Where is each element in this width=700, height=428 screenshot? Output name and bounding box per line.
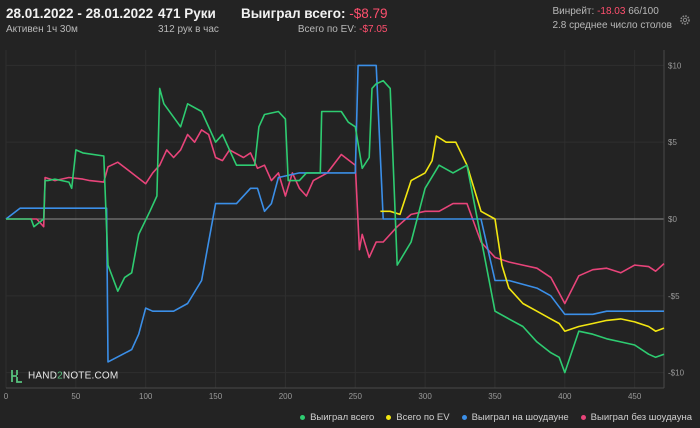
won-total: Выиграл всего: -$8.79	[241, 6, 388, 21]
legend: Выиграл всего Всего по EV Выиграл на шоуда…	[288, 412, 692, 423]
x-tick-label: 200	[279, 392, 293, 401]
avg-tables: 2.8 среднее число столов	[552, 20, 672, 31]
series-line-0	[6, 79, 665, 374]
chart-grid	[5, 50, 664, 388]
series-line-1	[380, 135, 665, 332]
won-total-value: -$8.79	[349, 6, 388, 21]
legend-dot-icon	[580, 414, 586, 420]
winrate: Винрейт: -18.03 66/100	[552, 6, 672, 17]
y-tick-label: $0	[668, 215, 677, 224]
hand2note-logo: HAND2NOTE.COM	[10, 369, 118, 383]
date-range[interactable]: 28.01.2022 - 28.01.2022	[6, 6, 154, 21]
legend-dot-icon	[300, 414, 306, 420]
hands-count: 471 Руки	[158, 6, 216, 21]
series-line-3	[6, 129, 665, 305]
chart-axes: 0 50 100 150 200 250 300 350 400 450 $10 $5 $0 -$5 -$1…	[4, 50, 685, 401]
winrate-value: -18.03	[597, 6, 626, 17]
active-time: Активен 1ч 30м	[6, 24, 78, 35]
ev-total-label: Всего по EV:	[297, 24, 357, 35]
ev-total-value: -$7.05	[359, 24, 388, 35]
date-block: 28.01.2022 - 28.01.2022 Активен 1ч 30м	[6, 6, 153, 35]
hand2note-logo-icon	[10, 369, 24, 383]
logo-suffix: NOTE.COM	[62, 370, 119, 382]
y-tick-label: $5	[668, 138, 677, 147]
x-tick-label: 100	[139, 392, 153, 401]
y-tick-label: $10	[668, 61, 682, 70]
winrate-label: Винрейт:	[552, 6, 595, 17]
won-total-label: Выиграл всего:	[241, 6, 346, 21]
x-tick-label: 400	[558, 392, 572, 401]
x-tick-label: 150	[209, 392, 223, 401]
legend-label: Всего по EV	[396, 412, 450, 423]
x-tick-label: 450	[628, 392, 642, 401]
legend-label: Выиграл без шоудауна	[590, 412, 692, 423]
ev-total: Всего по EV: -$7.05	[241, 24, 388, 35]
legend-item-3[interactable]: Выиграл без шоудауна	[580, 412, 692, 423]
y-tick-label: -$10	[668, 369, 685, 378]
x-tick-label: 350	[488, 392, 502, 401]
legend-item-0[interactable]: Выиграл всего	[300, 412, 374, 423]
logo-mid: 2	[57, 370, 63, 382]
y-tick-label: -$5	[668, 292, 680, 301]
winrate-block: Винрейт: -18.03 66/100 2.8 среднее число…	[552, 6, 672, 31]
hands-per-hour: 312 рук в час	[158, 24, 219, 35]
winrate-unit: 66/100	[628, 6, 659, 17]
x-tick-label: 250	[349, 392, 363, 401]
gear-icon[interactable]	[679, 14, 691, 26]
hands-block: 471 Руки 312 рук в час	[158, 6, 219, 35]
winnings-block: Выиграл всего: -$8.79 Всего по EV: -$7.0…	[241, 6, 388, 35]
logo-prefix: HAND	[28, 370, 58, 382]
legend-label: Выиграл всего	[310, 412, 375, 423]
legend-dot-icon	[461, 414, 467, 420]
x-tick-label: 300	[418, 392, 432, 401]
legend-label: Выиграл на шоудауне	[471, 412, 569, 423]
x-tick-label: 0	[4, 392, 9, 401]
legend-item-1[interactable]: Всего по EV	[386, 412, 450, 423]
x-tick-label: 50	[71, 392, 80, 401]
header: 28.01.2022 - 28.01.2022 Активен 1ч 30м 4…	[6, 6, 694, 40]
chart-series	[5, 64, 665, 374]
legend-item-2[interactable]: Выиграл на шоудауне	[461, 412, 569, 423]
legend-dot-icon	[386, 414, 392, 420]
